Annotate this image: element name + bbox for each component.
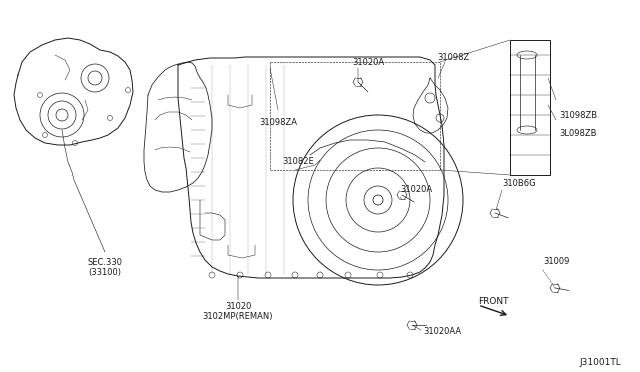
Text: 31020AA: 31020AA [423,327,461,337]
Text: 310B6G: 310B6G [502,179,536,187]
Text: 31020: 31020 [225,302,251,311]
Text: 31098Z: 31098Z [437,53,469,62]
Text: (33100): (33100) [88,268,122,277]
Text: 31020A: 31020A [400,186,432,195]
Text: 31082E: 31082E [282,157,314,167]
Bar [510,40,550,175]
Text: J31001TL: J31001TL [579,358,621,367]
Text: 31020A: 31020A [352,58,384,67]
Text: 31098ZA: 31098ZA [259,118,297,127]
Text: 31098ZB: 31098ZB [559,110,597,119]
Text: 3L098ZB: 3L098ZB [559,128,596,138]
Text: 3102MP(REMAN): 3102MP(REMAN) [203,312,273,321]
Text: FRONT: FRONT [478,296,509,305]
Text: SEC.330: SEC.330 [88,258,122,267]
Text: 31009: 31009 [543,257,570,266]
